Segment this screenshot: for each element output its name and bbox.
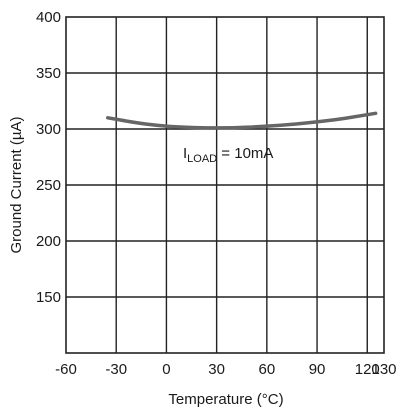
x-tick-label: 90 bbox=[309, 361, 326, 378]
y-tick-label: 200 bbox=[36, 233, 61, 250]
series-line-ground-current bbox=[106, 111, 378, 130]
x-tick-label: 60 bbox=[258, 361, 275, 378]
series-layer bbox=[106, 111, 378, 130]
x-tick-label: 120 bbox=[355, 361, 380, 378]
x-axis-title: Temperature (°C) bbox=[168, 391, 283, 408]
y-tick-label: 250 bbox=[36, 177, 61, 194]
x-tick-label: 30 bbox=[208, 361, 225, 378]
y-tick-label: 300 bbox=[36, 121, 61, 138]
y-tick-label: 150 bbox=[36, 289, 61, 306]
x-tick-label: -30 bbox=[105, 361, 127, 378]
y-axis-title: Ground Current (µA) bbox=[8, 116, 25, 253]
grid-lines bbox=[66, 17, 384, 353]
y-tick-label: 400 bbox=[36, 9, 61, 26]
load-annotation: ILOAD = 10mA bbox=[183, 145, 273, 165]
plot-frame bbox=[65, 16, 385, 354]
y-tick-labels: 400 350 300 250 200 150 bbox=[36, 9, 61, 306]
x-tick-label: 130 bbox=[371, 361, 396, 378]
x-tick-label: 0 bbox=[162, 361, 170, 378]
y-tick-label: 350 bbox=[36, 65, 61, 82]
x-tick-label: -60 bbox=[55, 361, 77, 378]
